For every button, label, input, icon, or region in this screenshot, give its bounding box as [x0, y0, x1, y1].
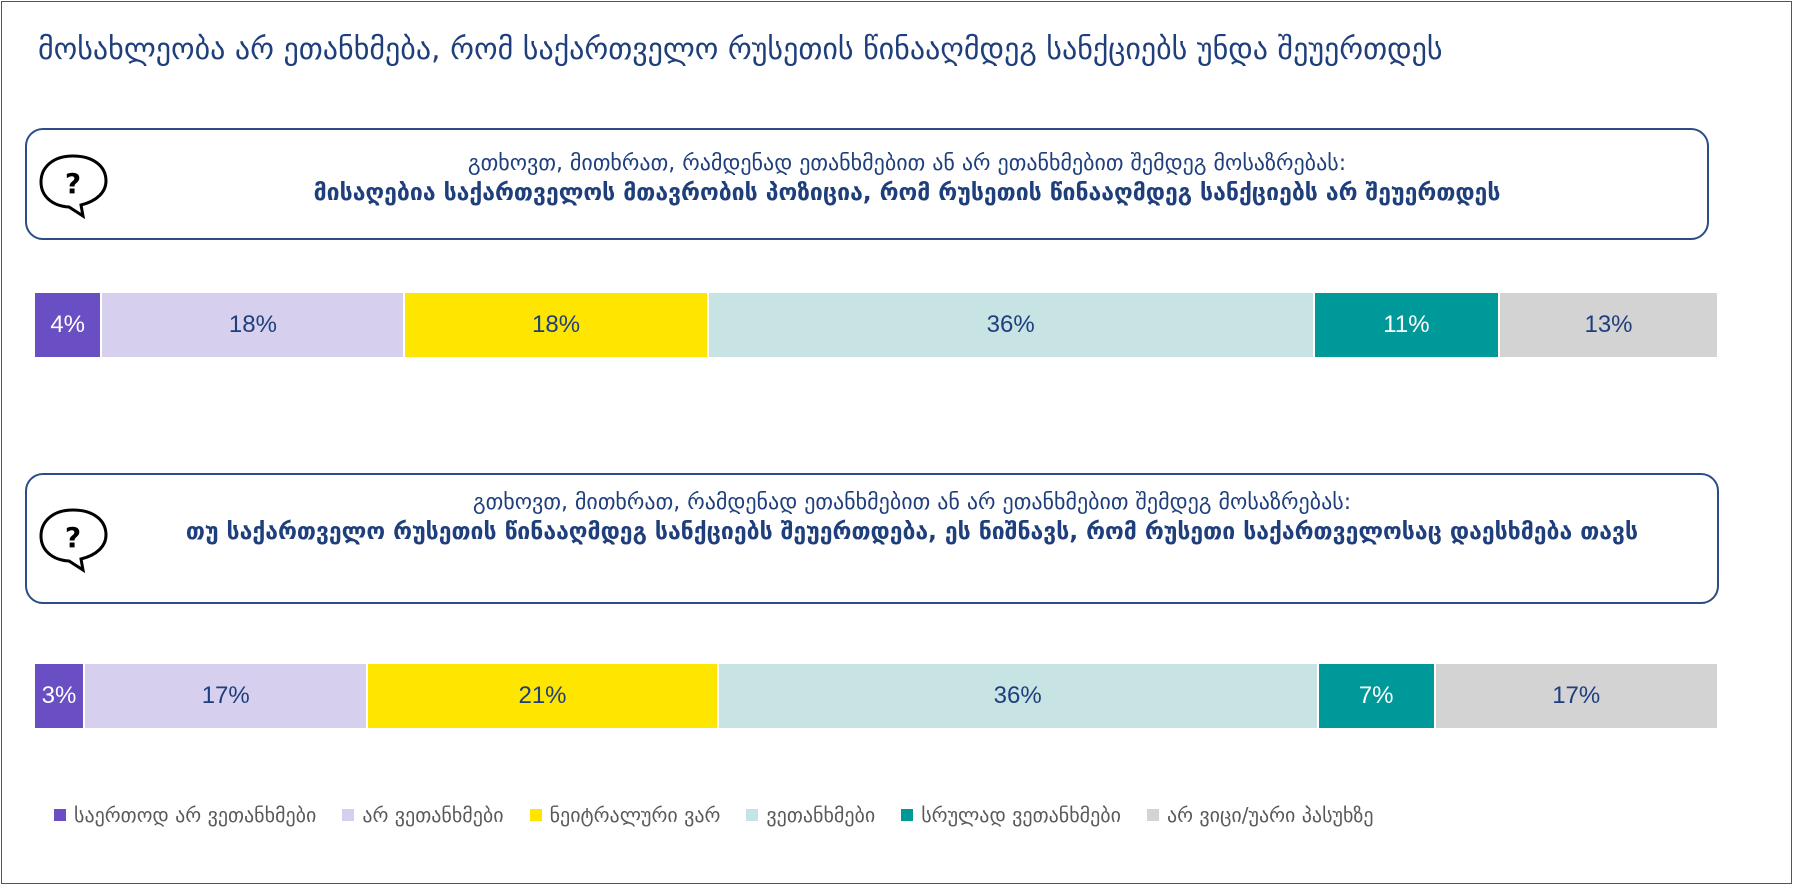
bar-segment: 7% — [1318, 664, 1436, 728]
question-prompt-1: გთხოვთ, მითხრათ, რამდენად ეთანხმებით ან … — [467, 151, 1347, 176]
bar-segment: 13% — [1500, 293, 1719, 357]
bar-segment: 3% — [35, 664, 86, 728]
svg-text:?: ? — [65, 521, 81, 554]
page-title: მოსახლეობა არ ეთანხმება, რომ საქართველო … — [38, 32, 1443, 67]
question-statement-1: მისაღებია საქართველოს მთავრობის პოზიცია,… — [313, 179, 1501, 206]
legend-swatch — [342, 809, 355, 821]
legend-label: ნეიტრალური ვარ — [549, 803, 721, 827]
chart-legend: საერთოდ არ ვეთანხმები არ ვეთანხმები ნეიტრა… — [54, 803, 1400, 827]
question-speech-bubble-icon: ? — [39, 154, 108, 220]
bar-segment: 17% — [1435, 664, 1719, 728]
question-box-1: ? გთხოვთ, მითხრათ, რამდენად ეთანხმებით ა… — [25, 128, 1709, 240]
bar-segment: 21% — [368, 664, 719, 728]
stacked-bar-2: 3% 17% 21% 36% 7% 17% — [35, 664, 1719, 728]
legend-item: ვეთანხმები — [746, 803, 875, 827]
bar-segment: 18% — [102, 293, 406, 357]
legend-swatch — [1146, 809, 1159, 821]
legend-label: საერთოდ არ ვეთანხმები — [74, 803, 317, 827]
question-speech-bubble-icon: ? — [39, 508, 108, 574]
svg-text:?: ? — [65, 167, 81, 200]
question-statement-2: თუ საქართველო რუსეთის წინააღმდეგ სანქციე… — [185, 518, 1639, 545]
bar-segment: 17% — [85, 664, 369, 728]
question-prompt-2: გთხოვთ, მითხრათ, რამდენად ეთანხმებით ან … — [472, 490, 1352, 515]
legend-label: არ ვეთანხმები — [362, 803, 504, 827]
legend-item: საერთოდ არ ვეთანხმები — [54, 803, 316, 827]
legend-label: ვეთანხმები — [766, 803, 876, 827]
bar-segment: 11% — [1314, 293, 1501, 357]
question-text-2: გთხოვთ, მითხრათ, რამდენად ეთანხმებით ან … — [127, 489, 1697, 547]
question-box-2: ? გთხოვთ, მითხრათ, რამდენად ეთანხმებით ა… — [25, 473, 1719, 604]
legend-item: ნეიტრალური ვარ — [529, 803, 721, 827]
legend-swatch — [901, 809, 914, 821]
legend-item: არ ვეთანხმები — [342, 803, 504, 827]
stacked-bar-1: 4% 18% 18% 36% 11% 13% — [35, 293, 1719, 357]
legend-item: სრულად ვეთანხმები — [901, 803, 1121, 827]
bar-segment: 4% — [35, 293, 103, 357]
bar-segment: 18% — [405, 293, 709, 357]
legend-swatch — [529, 809, 542, 821]
legend-swatch — [54, 809, 66, 821]
bar-segment: 36% — [708, 293, 1315, 357]
question-text-1: გთხოვთ, მითხრათ, რამდენად ეთანხმებით ან … — [127, 150, 1687, 208]
legend-label: სრულად ვეთანხმები — [921, 803, 1121, 827]
bar-segment: 36% — [718, 664, 1319, 728]
legend-label: არ ვიცი/უარი პასუხზე — [1166, 803, 1374, 827]
legend-swatch — [746, 809, 759, 821]
legend-item: არ ვიცი/უარი პასუხზე — [1146, 803, 1374, 827]
